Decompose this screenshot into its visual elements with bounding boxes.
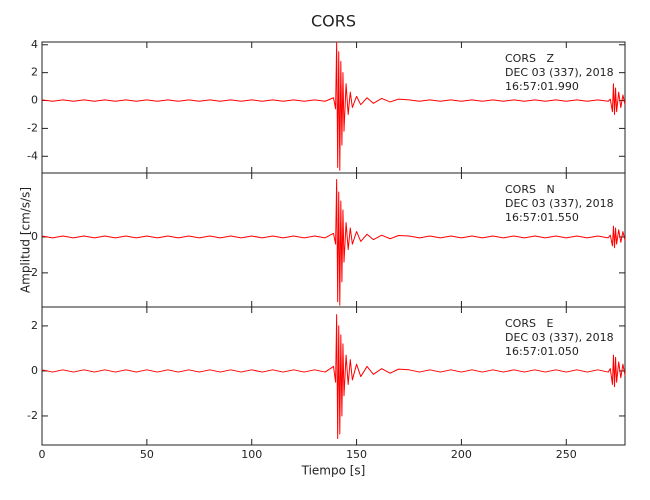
annotation: DEC 03 (337), 2018	[505, 331, 614, 344]
y-tick-label: 2	[31, 66, 38, 79]
annotation: 16:57:01.550	[505, 211, 579, 224]
x-tick-label: 250	[556, 448, 577, 461]
x-tick-label: 0	[39, 448, 46, 461]
y-tick-label: 0	[31, 94, 38, 107]
chart-title: CORS	[311, 12, 356, 31]
annotation: 16:57:01.050	[505, 345, 579, 358]
x-tick-label: 200	[451, 448, 472, 461]
x-axis-label: Tiempo [s]	[301, 464, 366, 478]
y-tick-label: 2	[31, 319, 38, 332]
y-tick-label: -2	[27, 121, 38, 134]
annotation: CORS E	[505, 317, 553, 330]
annotation: 16:57:01.990	[505, 80, 579, 93]
annotation: DEC 03 (337), 2018	[505, 66, 614, 79]
waveform	[41, 314, 626, 439]
waveform	[41, 178, 626, 306]
y-tick-label: 0	[31, 364, 38, 377]
annotation: DEC 03 (337), 2018	[505, 197, 614, 210]
annotation: CORS Z	[505, 52, 554, 65]
waveform	[41, 41, 626, 171]
x-tick-label: 150	[346, 448, 367, 461]
y-tick-label: 0	[31, 230, 38, 243]
x-tick-label: 50	[140, 448, 154, 461]
y-axis-label: Amplitud [cm/s/s]	[19, 187, 33, 293]
annotation: CORS N	[505, 183, 555, 196]
y-tick-label: -2	[27, 409, 38, 422]
y-tick-label: 2	[31, 266, 38, 279]
x-tick-label: 100	[241, 448, 262, 461]
y-tick-label: 4	[31, 38, 38, 51]
plot-frame	[41, 306, 626, 446]
y-tick-label: -4	[27, 149, 38, 162]
